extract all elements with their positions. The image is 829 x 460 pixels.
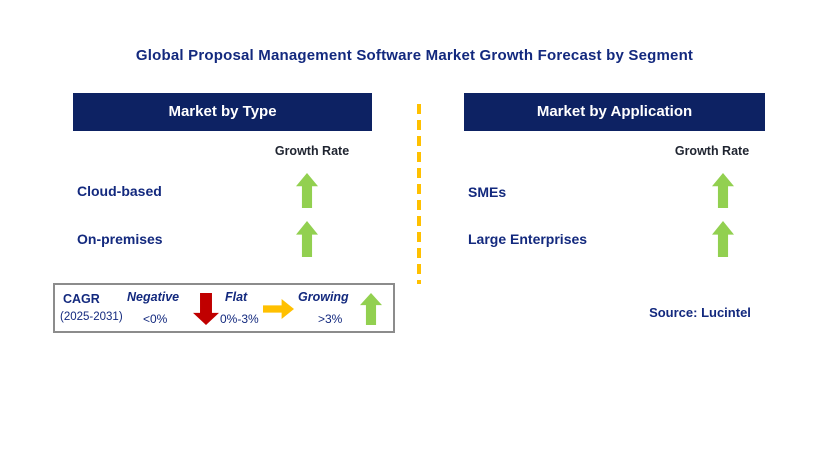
green-up-arrow-icon — [712, 173, 734, 208]
yellow-right-arrow-icon — [263, 299, 294, 319]
legend-flat-label: Flat — [225, 290, 248, 304]
source-attribution: Source: Lucintel — [649, 305, 751, 320]
panel-header-market-by-type: Market by Type — [73, 93, 372, 131]
growth-rate-column-label: Growth Rate — [274, 144, 350, 158]
green-up-arrow-icon — [360, 293, 382, 325]
legend-cagr-label: CAGR — [63, 292, 100, 306]
legend-growing-range: >3% — [318, 312, 343, 326]
segment-label-on-premises: On-premises — [77, 231, 163, 247]
green-up-arrow-icon — [296, 173, 318, 208]
red-down-arrow-icon — [193, 293, 219, 325]
cagr-legend: CAGR (2025-2031) Negative <0% Flat 0%-3%… — [53, 283, 395, 333]
legend-flat-range: 0%-3% — [220, 312, 259, 326]
growth-rate-column-label: Growth Rate — [674, 144, 750, 158]
panel-header-market-by-application: Market by Application — [464, 93, 765, 131]
green-up-arrow-icon — [712, 221, 734, 257]
green-up-arrow-icon — [296, 221, 318, 257]
page-title: Global Proposal Management Software Mark… — [135, 47, 694, 64]
segment-label-smes: SMEs — [468, 184, 507, 200]
panel-divider — [417, 104, 421, 284]
legend-cagr-period: (2025-2031) — [60, 311, 123, 323]
legend-growing-label: Growing — [298, 290, 349, 304]
segment-label-large-enterprises: Large Enterprises — [468, 231, 588, 247]
legend-negative-range: <0% — [143, 312, 168, 326]
legend-negative-label: Negative — [127, 290, 180, 304]
segment-label-cloud-based: Cloud-based — [77, 183, 162, 199]
